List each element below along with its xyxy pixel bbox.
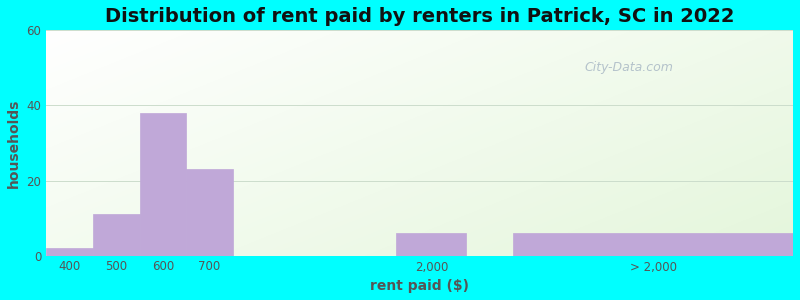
Text: City-Data.com: City-Data.com: [584, 61, 673, 74]
Bar: [513, 233, 793, 256]
Y-axis label: households: households: [7, 98, 21, 188]
Bar: [186, 169, 233, 256]
Title: Distribution of rent paid by renters in Patrick, SC in 2022: Distribution of rent paid by renters in …: [105, 7, 734, 26]
Bar: [396, 233, 466, 256]
X-axis label: rent paid ($): rent paid ($): [370, 279, 469, 293]
Bar: [93, 214, 139, 256]
Bar: [46, 248, 93, 256]
Bar: [139, 113, 186, 256]
